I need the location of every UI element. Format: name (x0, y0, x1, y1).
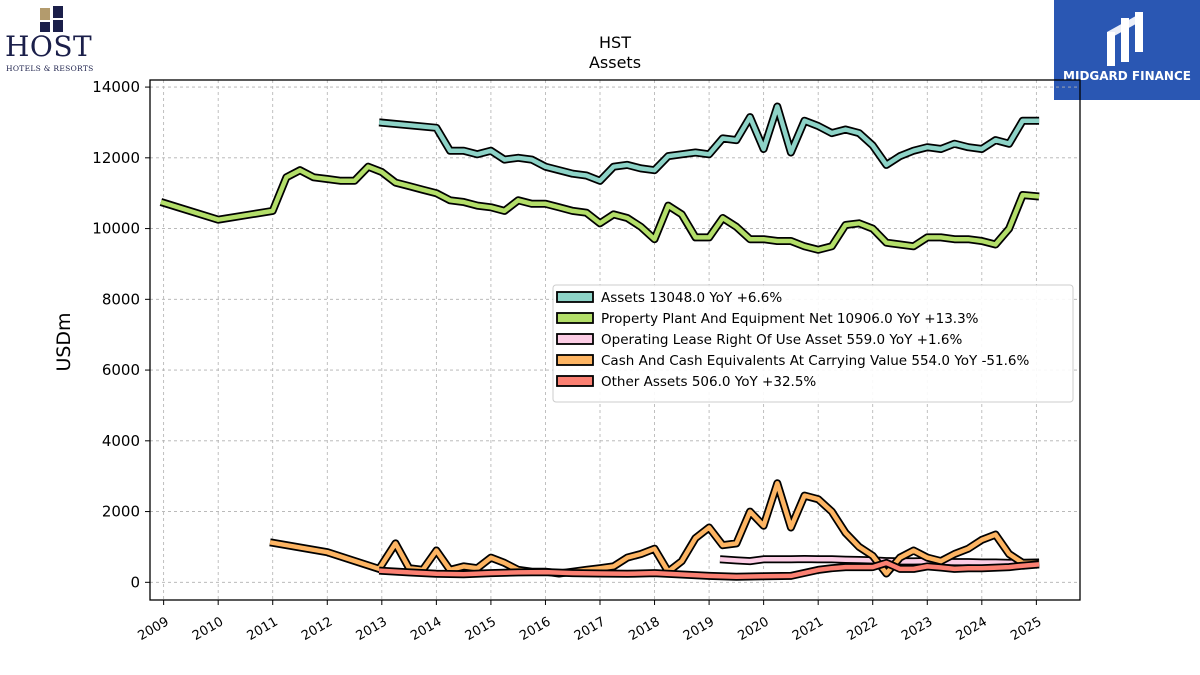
host-logo: HOST HOTELS & RESORTS (2, 2, 102, 74)
legend-swatch (556, 333, 594, 345)
y-tick-label: 12000 (92, 149, 140, 167)
x-tick-label: 2022 (845, 614, 881, 644)
x-tick-label: 2025 (1008, 614, 1044, 644)
legend-entry: Operating Lease Right Of Use Asset 559.0… (601, 332, 962, 348)
legend-box (552, 284, 1074, 403)
host-logo-mark-icon (40, 6, 63, 32)
chart-subtitle: Assets (589, 53, 641, 72)
host-logo-wordmark: HOST (5, 30, 93, 63)
x-tick-label: 2017 (572, 614, 608, 644)
x-tick-label: 2024 (954, 614, 990, 644)
midgard-logo-text: MIDGARD FINANCE (1063, 69, 1191, 83)
legend-entry: Cash And Cash Equivalents At Carrying Va… (601, 353, 1029, 369)
series-line-0 (378, 104, 1040, 184)
midgard-logo-mark-icon (1107, 12, 1143, 66)
x-tick-label: 2019 (681, 614, 717, 644)
x-tick-label: 2023 (899, 614, 935, 644)
y-tick-label: 8000 (102, 290, 140, 308)
x-tick-label: 2020 (735, 614, 771, 644)
x-tick-label: 2009 (135, 614, 171, 644)
x-tick-label: 2011 (245, 614, 281, 644)
x-tick-label: 2021 (790, 614, 826, 644)
y-tick-label: 14000 (92, 78, 140, 96)
plot-frame (149, 79, 1081, 601)
legend-entry: Other Assets 506.0 YoY +32.5% (601, 374, 816, 390)
y-tick-label: 2000 (102, 503, 140, 521)
x-tick-label: 2014 (408, 614, 444, 644)
legend-entry: Assets 13048.0 YoY +6.6% (601, 290, 782, 306)
series-line-1 (160, 164, 1040, 253)
midgard-finance-logo: MIDGARD FINANCE (1054, 0, 1200, 100)
legend-swatch (556, 375, 594, 387)
y-tick-label: 6000 (102, 361, 140, 379)
x-tick-label: 2013 (354, 614, 390, 644)
chart-title: HST (599, 33, 631, 52)
legend-entry: Property Plant And Equipment Net 10906.0… (601, 311, 979, 327)
x-tick-label: 2016 (517, 614, 553, 644)
x-tick-label: 2010 (190, 614, 226, 644)
y-tick-label: 4000 (102, 432, 140, 450)
series-line-4 (378, 560, 1040, 579)
series-line-3 (269, 481, 1040, 576)
host-logo-tagline: HOTELS & RESORTS (6, 64, 94, 73)
x-tick-label: 2015 (463, 614, 499, 644)
legend: Assets 13048.0 YoY +6.6% Property Plant A… (552, 284, 1074, 403)
y-tick-label: 10000 (92, 220, 140, 238)
legend-swatch (556, 354, 594, 366)
x-tick-label: 2012 (299, 614, 335, 644)
legend-swatch (556, 291, 594, 303)
series-lines (159, 102, 1040, 581)
y-axis-label: USDm (53, 312, 75, 371)
x-tick-label: 2018 (626, 614, 662, 644)
y-tick-label: 0 (130, 573, 140, 591)
legend-swatch (556, 312, 594, 324)
